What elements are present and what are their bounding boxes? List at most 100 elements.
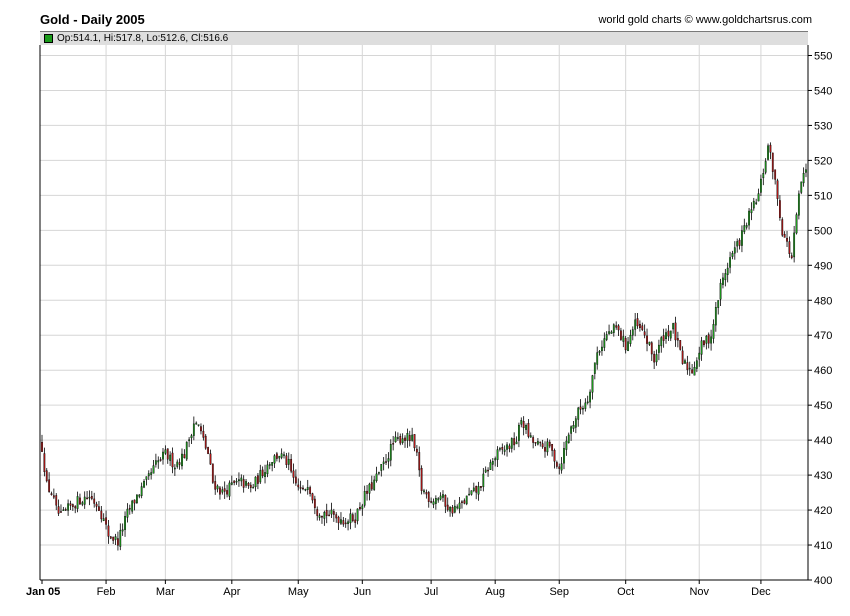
candle-body [491,461,494,465]
candle-body [731,253,734,257]
candle-body [615,325,618,328]
candle-body [738,239,741,246]
candle-body [287,458,290,465]
candle-body [382,461,385,464]
candle-body [164,449,167,454]
candle-body [555,462,558,467]
candle-body [472,487,475,491]
candle-body [43,453,46,473]
candle-body [60,511,62,513]
candle-body [622,336,625,342]
candle-body [147,473,150,477]
candle-body [700,340,703,355]
candle-body [81,502,84,505]
candle-body [109,536,112,539]
candle-body [565,440,568,450]
candle-body [767,145,769,160]
candle-body [703,340,705,346]
y-tick-label: 490 [814,260,832,272]
candle-body [128,507,131,510]
candle-body [563,448,565,464]
x-tick-label: Aug [485,586,505,598]
candle-body [240,477,243,482]
candle-body [328,514,330,517]
candle-body [648,341,651,345]
candle-body [294,476,297,484]
candle-body [325,510,328,516]
x-tick-label: Feb [97,586,116,598]
candle-body [805,169,807,173]
candle-body [238,479,240,482]
candle-body [306,487,309,490]
candle-body [375,473,378,482]
candle-body [178,462,181,465]
candle-body [442,494,444,498]
candle-body [707,334,710,344]
candle-body [456,506,459,509]
candle-body [200,426,202,432]
candle-body [477,486,480,495]
y-tick-label: 430 [814,470,832,482]
candle-body [627,341,629,351]
candle-body [463,500,466,504]
candle-body [230,482,233,485]
candle-body [795,214,798,234]
candle-body [712,324,715,339]
candle-body [45,470,48,482]
candle-body [57,506,60,514]
candle-body [351,514,354,521]
candle-body [475,486,478,493]
candle-body [387,458,390,462]
candle-body [136,494,138,504]
candle-body [672,323,675,330]
candle-body [313,498,316,508]
candle-body [159,459,162,461]
candle-body [233,480,236,483]
y-tick-label: 540 [814,85,832,97]
candle-body [643,331,646,336]
candle-body [726,267,729,275]
y-tick-label: 450 [814,400,832,412]
candle-body [397,437,399,439]
candle-body [591,375,594,393]
candle-body [793,232,796,258]
candle-body [50,493,53,495]
candle-body [309,487,312,494]
candle-body [646,335,648,344]
candle-body [399,436,402,444]
candle-body [389,444,392,461]
candle-body [520,420,523,425]
candle-body [698,352,701,360]
candle-body [534,441,537,444]
candle-body [392,443,395,445]
candle-body [204,435,207,449]
candle-body [572,425,575,429]
candle-body [41,442,43,452]
candle-body [551,443,554,451]
candle-body [98,506,100,511]
candle-body [693,366,696,376]
candle-body [532,437,535,443]
candle-body [605,334,608,340]
candle-body [183,454,186,459]
candle-body [719,282,722,300]
candle-body [302,487,304,490]
candle-body [344,522,347,525]
candle-body [631,329,634,336]
candle-body [589,391,591,403]
candle-body [93,498,96,504]
candle-body [304,489,307,491]
y-tick-label: 500 [814,225,832,237]
candle-body [254,476,257,488]
candle-body [480,486,482,488]
candle-body [617,325,620,331]
candle-body [105,517,107,525]
y-tick-label: 400 [814,575,832,587]
candle-body [603,338,606,348]
candle-body [88,496,91,499]
candle-body [503,449,506,452]
candle-body [197,424,200,426]
candle-body [370,482,373,490]
x-tick-label: Oct [617,586,634,598]
candle-body [544,447,546,452]
